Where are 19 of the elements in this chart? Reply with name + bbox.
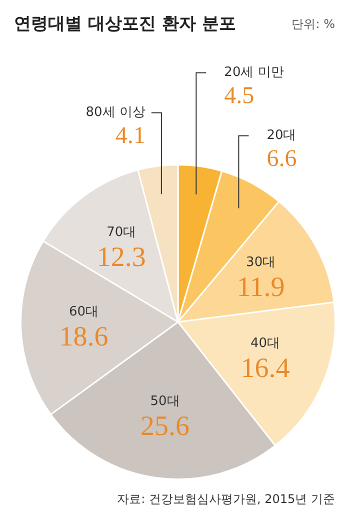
slice-label: 80세 이상 [86, 105, 146, 120]
data-label: 4.1 [115, 123, 146, 150]
data-label: 25.6 [140, 410, 190, 442]
slice-label: 50대 [150, 394, 180, 409]
slice-label: 70대 [106, 224, 136, 240]
data-label: 4.5 [224, 83, 254, 110]
slice-label: 20대 [266, 128, 296, 144]
slice-label: 40대 [250, 336, 280, 352]
slice-label: 60대 [68, 304, 99, 320]
data-label: 12.3 [96, 242, 146, 273]
chart-subtitle: 단위: % [292, 16, 335, 33]
slice-label: 20세 미만 [224, 65, 284, 80]
chart-title: 연령대별 대상포진 환자 분포 [14, 13, 236, 35]
data-label: 11.9 [236, 272, 285, 304]
data-label: 6.6 [266, 146, 297, 172]
text: 자료: 건강보험심사평가원, 2015년 기준 [117, 491, 335, 508]
slice-label: 30대 [246, 255, 276, 270]
data-label: 18.6 [59, 322, 108, 353]
data-label: 16.4 [240, 353, 290, 384]
